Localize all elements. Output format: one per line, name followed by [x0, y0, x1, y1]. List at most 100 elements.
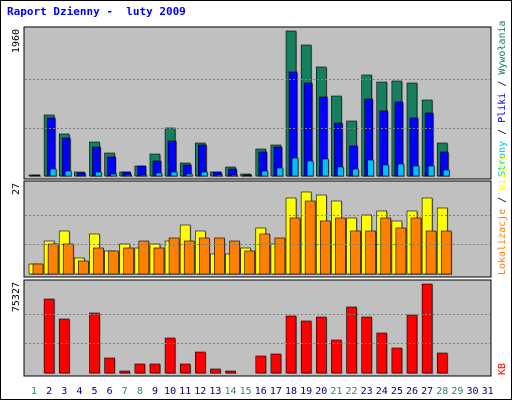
bar-hits-strony-day-2 [49, 168, 57, 177]
bar-kbytes-kb-day-6 [104, 357, 115, 374]
max-label-visits_panel: 27 [11, 183, 22, 195]
legend-visits-panel: Lokalizacje / Wizyty [497, 155, 508, 275]
bar-hits-strony-day-8 [140, 174, 148, 177]
bar-kbytes-kb-day-18 [285, 315, 297, 374]
bar-shadow [126, 176, 133, 177]
bar-hits-strony-day-3 [64, 170, 72, 177]
bar-visits-lokalizacje-day-27 [425, 230, 437, 275]
bar-visits-lokalizacje-day-21 [335, 217, 346, 275]
bar-kbytes-kb-day-11 [179, 363, 191, 374]
max-label-hits_panel: 1960 [11, 29, 22, 53]
bar-visits-lokalizacje-day-14 [229, 240, 240, 275]
day-label-25: 25 [391, 386, 403, 397]
bar-kbytes-kb-day-3 [58, 318, 70, 374]
day-label-2: 2 [46, 386, 52, 397]
chart-title: Raport Dzienny - luty 2009 [7, 5, 186, 18]
bar-hits-strony-day-22 [352, 168, 359, 177]
bar-kbytes-kb-day-28 [436, 352, 448, 374]
bar-hits-strony-day-28 [442, 169, 450, 177]
bar-visits-lokalizacje-day-7 [123, 247, 135, 275]
day-label-31: 31 [482, 386, 494, 397]
day-label-7: 7 [122, 386, 128, 397]
bar-hits-strony-day-16 [261, 170, 269, 177]
bar-kbytes-kb-day-26 [406, 314, 418, 374]
legend-hits-panel: Strony / Pliki / Wywołania [497, 20, 508, 177]
bar-hits-strony-day-23 [367, 159, 374, 177]
bar-hits-pliki-day-8 [137, 165, 147, 177]
bar-hits-strony-day-13 [216, 174, 223, 177]
bar-kbytes-kb-day-23 [361, 316, 372, 374]
bar-kbytes-kb-day-17 [270, 353, 282, 374]
bar-visits-lokalizacje-day-17 [274, 237, 286, 275]
bar-hits-pliki-day-15 [243, 174, 252, 177]
bar-visits-lokalizacje-day-5 [93, 247, 104, 275]
max-label-kbytes_panel: 75327 [11, 282, 22, 312]
day-label-16: 16 [255, 386, 267, 397]
day-label-15: 15 [240, 386, 252, 397]
bar-hits-strony-day-26 [412, 165, 420, 177]
day-label-9: 9 [152, 386, 158, 397]
day-label-6: 6 [107, 386, 113, 397]
day-label-20: 20 [315, 386, 327, 397]
day-label-19: 19 [300, 386, 312, 397]
bar-hits-pliki-day-5 [92, 146, 101, 177]
bar-kbytes-kb-day-19 [300, 320, 312, 374]
bar-kbytes-kb-day-22 [346, 306, 357, 374]
day-label-4: 4 [76, 386, 82, 397]
bar-hits-pliki-day-2 [46, 117, 56, 177]
day-label-10: 10 [164, 386, 176, 397]
bar-kbytes-kb-day-20 [315, 316, 327, 374]
bar-shadow [244, 176, 253, 177]
bar-visits-lokalizacje-day-25 [395, 227, 407, 275]
day-label-8: 8 [137, 386, 143, 397]
bar-hits-pliki-day-10 [167, 140, 177, 177]
bar-kbytes-kb-day-16 [255, 355, 267, 374]
bar-hits-strony-day-25 [397, 163, 405, 177]
day-label-12: 12 [194, 386, 206, 397]
day-label-30: 30 [466, 386, 478, 397]
bar-hits-pliki-day-1 [31, 174, 41, 177]
bar-hits-strony-day-5 [95, 171, 102, 177]
bar-kbytes-kb-day-12 [195, 351, 206, 374]
bar-hits-strony-day-12 [201, 171, 208, 177]
bar-visits-lokalizacje-day-18 [289, 217, 301, 275]
bar-visits-lokalizacje-day-3 [62, 243, 74, 275]
bar-visits-lokalizacje-day-10 [168, 237, 180, 275]
bar-visits-lokalizacje-day-22 [350, 230, 361, 275]
bar-hits-strony-day-27 [427, 165, 435, 177]
day-label-23: 23 [361, 386, 373, 397]
bar-visits-lokalizacje-day-24 [380, 217, 392, 275]
bar-hits-pliki-day-12 [198, 144, 207, 177]
bar-visits-lokalizacje-day-8 [138, 240, 150, 275]
bar-visits-lokalizacje-day-11 [183, 240, 195, 275]
day-label-24: 24 [376, 386, 388, 397]
bar-visits-lokalizacje-day-20 [319, 220, 331, 275]
bar-kbytes-kb-day-27 [421, 283, 433, 374]
bar-kbytes-kb-day-25 [391, 347, 403, 374]
bar-kbytes-kb-day-8 [134, 363, 146, 374]
bar-visits-lokalizacje-day-4 [78, 260, 89, 275]
day-label-13: 13 [209, 386, 221, 397]
bar-kbytes-kb-day-24 [376, 332, 388, 374]
bar-visits-lokalizacje-day-2 [47, 243, 59, 275]
bar-hits-strony-day-17 [276, 167, 284, 177]
bar-visits-lokalizacje-day-16 [259, 233, 271, 275]
bar-kbytes-kb-day-9 [149, 363, 161, 374]
bar-visits-lokalizacje-day-23 [365, 230, 376, 275]
bar-visits-lokalizacje-day-26 [410, 217, 422, 275]
bar-kbytes-kb-day-7 [119, 370, 131, 374]
bar-visits-lokalizacje-day-1 [32, 263, 44, 275]
day-label-14: 14 [225, 386, 237, 397]
bar-kbytes-kb-day-13 [210, 368, 221, 374]
bar-shadow [141, 176, 148, 177]
bar-shadow [232, 176, 239, 177]
bar-hits-strony-day-11 [185, 173, 193, 177]
bar-hits-pliki-day-3 [61, 137, 71, 177]
bar-hits-strony-day-9 [155, 172, 163, 177]
bar-kbytes-kb-day-21 [331, 339, 342, 374]
day-label-21: 21 [330, 386, 342, 397]
day-label-27: 27 [421, 386, 433, 397]
bar-visits-lokalizacje-day-28 [440, 230, 452, 275]
